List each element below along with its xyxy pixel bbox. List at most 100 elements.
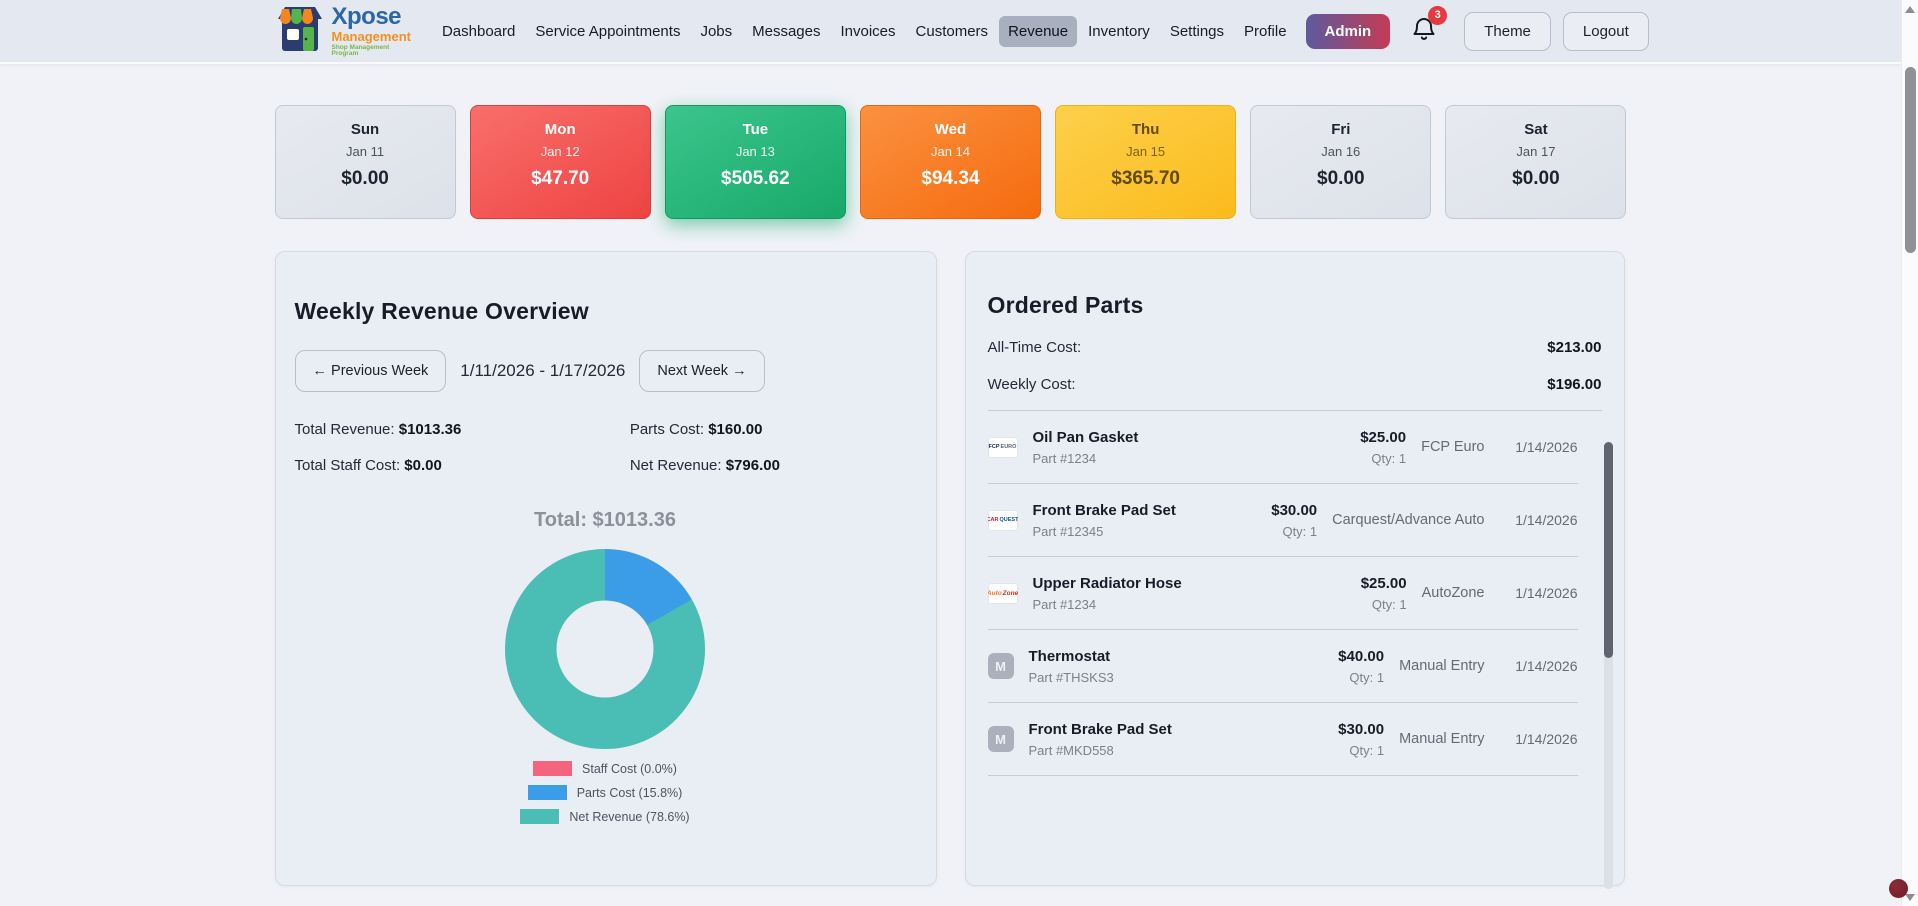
day-name: Fri bbox=[1331, 121, 1351, 138]
part-vendor: AutoZone bbox=[1421, 585, 1485, 601]
part-qty: Qty: 1 bbox=[1282, 523, 1318, 539]
alltime-cost-value: $213.00 bbox=[1547, 339, 1602, 356]
parts-scrollbar-track[interactable] bbox=[1603, 442, 1613, 889]
brand-tagline: Shop Management Program bbox=[331, 43, 390, 57]
part-vendor: FCP Euro bbox=[1421, 439, 1485, 455]
notification-badge: 3 bbox=[1428, 5, 1448, 25]
revenue-stat: Parts Cost: $160.00 bbox=[630, 421, 916, 438]
storefront-logo-icon bbox=[275, 5, 325, 57]
part-price: $25.00 bbox=[1360, 574, 1407, 592]
nav-link[interactable]: Service Appointments bbox=[535, 22, 681, 40]
stat-label: Total Staff Cost: bbox=[294, 457, 405, 474]
notifications-button[interactable]: 3 bbox=[1412, 5, 1448, 47]
weekly-revenue-title: Weekly Revenue Overview bbox=[294, 298, 589, 324]
part-number: Part #MKD558 bbox=[1028, 742, 1114, 758]
day-card[interactable]: Mon Jan 12 $47.70 bbox=[469, 105, 651, 219]
part-price: $25.00 bbox=[1360, 428, 1407, 446]
day-amount: $0.00 bbox=[1317, 168, 1365, 189]
part-name: Thermostat bbox=[1028, 647, 1111, 665]
previous-week-button[interactable]: ← Previous Week bbox=[294, 350, 447, 392]
part-row[interactable]: CAR QUEST Front Brake Pad Set Part #12345… bbox=[987, 484, 1578, 557]
nav-link[interactable]: Inventory bbox=[1088, 22, 1150, 40]
part-name: Front Brake Pad Set bbox=[1032, 501, 1176, 519]
vendor-logo-text: Auto bbox=[987, 589, 1002, 597]
part-name: Front Brake Pad Set bbox=[1028, 720, 1172, 738]
part-price: $30.00 bbox=[1271, 501, 1318, 519]
stat-label: Net Revenue: bbox=[629, 457, 726, 474]
page-scrollbar[interactable] bbox=[1901, 0, 1918, 906]
day-date: Jan 15 bbox=[1126, 144, 1166, 159]
part-price: $40.00 bbox=[1338, 647, 1385, 665]
legend-swatch-icon bbox=[533, 761, 573, 776]
legend-label: Parts Cost (15.8%) bbox=[576, 785, 683, 800]
week-day-row: Sun Jan 11 $0.00 Mon Jan 12 $47.70 Tue J… bbox=[274, 105, 1627, 219]
part-price-block: $25.00 Qty: 1 bbox=[1361, 575, 1407, 612]
day-date: Jan 14 bbox=[930, 144, 971, 159]
part-qty: Qty: 1 bbox=[1371, 450, 1407, 466]
nav-links: Dashboard Service Appointments Jobs Mess… bbox=[433, 15, 1296, 47]
day-date: Jan 17 bbox=[1516, 144, 1556, 159]
alltime-cost-label: All-Time Cost: bbox=[987, 339, 1082, 356]
part-vendor: Carquest/Advance Auto bbox=[1332, 512, 1485, 528]
brand[interactable]: Xpose Management Shop Management Program bbox=[275, 4, 411, 58]
stat-value: $160.00 bbox=[708, 421, 763, 438]
logout-button[interactable]: Logout bbox=[1562, 11, 1649, 51]
weekly-revenue-panel: Weekly Revenue Overview ← Previous Week … bbox=[274, 251, 937, 886]
part-info: Oil Pan Gasket Part #1234 bbox=[1033, 429, 1361, 466]
scroll-down-arrow-icon[interactable] bbox=[1905, 894, 1915, 901]
nav-link[interactable]: Profile bbox=[1244, 22, 1287, 40]
vendor-logo-icon: M bbox=[987, 726, 1014, 752]
next-week-button[interactable]: Next Week → bbox=[639, 350, 765, 392]
day-card[interactable]: Sun Jan 11 $0.00 bbox=[274, 105, 456, 219]
nav-link[interactable]: Jobs bbox=[700, 22, 733, 40]
day-amount: $505.62 bbox=[721, 168, 790, 189]
part-vendor: Manual Entry bbox=[1399, 731, 1485, 747]
nav-link[interactable]: Invoices bbox=[840, 22, 896, 40]
vendor-logo-icon: CAR QUEST bbox=[987, 509, 1018, 531]
part-name: Oil Pan Gasket bbox=[1032, 428, 1139, 446]
scroll-up-arrow-icon[interactable] bbox=[1905, 6, 1915, 13]
day-card[interactable]: Wed Jan 14 $94.34 bbox=[859, 105, 1042, 219]
part-info: Upper Radiator Hose Part #1234 bbox=[1033, 575, 1361, 612]
admin-button[interactable]: Admin bbox=[1305, 13, 1391, 49]
part-price-block: $25.00 Qty: 1 bbox=[1360, 429, 1406, 466]
donut-hole bbox=[556, 600, 654, 698]
nav-link[interactable]: Dashboard bbox=[441, 22, 516, 40]
ordered-parts-panel: Ordered Parts All-Time Cost: $213.00 Wee… bbox=[964, 251, 1625, 889]
theme-button[interactable]: Theme bbox=[1464, 11, 1551, 51]
parts-scrollbar-thumb[interactable] bbox=[1603, 442, 1613, 658]
vendor-logo-text: EURO bbox=[1000, 444, 1017, 450]
nav-link[interactable]: Customers bbox=[915, 22, 989, 40]
stat-value: $0.00 bbox=[404, 457, 442, 474]
part-row[interactable]: FCP EURO Oil Pan Gasket Part #1234 $25.00… bbox=[987, 411, 1578, 484]
part-info: Front Brake Pad Set Part #12345 bbox=[1033, 502, 1272, 539]
day-amount: $0.00 bbox=[341, 168, 389, 189]
part-row[interactable]: M Front Brake Pad Set Part #MKD558 $30.0… bbox=[987, 703, 1578, 776]
week-controls: ← Previous Week 1/11/2026 - 1/17/2026 Ne… bbox=[294, 350, 916, 392]
part-date: 1/14/2026 bbox=[1515, 585, 1578, 601]
legend-item: Staff Cost (0.0%) bbox=[533, 761, 677, 776]
part-row[interactable]: Auto Zone Upper Radiator Hose Part #1234 … bbox=[987, 557, 1578, 630]
part-date: 1/14/2026 bbox=[1515, 731, 1578, 747]
part-price-block: $30.00 Qty: 1 bbox=[1271, 502, 1317, 539]
part-number: Part #12345 bbox=[1032, 523, 1104, 539]
legend-label: Staff Cost (0.0%) bbox=[582, 761, 677, 776]
day-card[interactable]: Sat Jan 17 $0.00 bbox=[1445, 105, 1627, 219]
legend-swatch-icon bbox=[527, 785, 567, 800]
page-scrollbar-thumb[interactable] bbox=[1905, 67, 1916, 253]
stat-value: $796.00 bbox=[725, 457, 780, 474]
part-vendor: Manual Entry bbox=[1399, 658, 1485, 674]
day-card[interactable]: Fri Jan 16 $0.00 bbox=[1250, 105, 1432, 219]
day-amount: $94.34 bbox=[921, 168, 980, 189]
vendor-logo-text: CAR bbox=[987, 517, 999, 523]
day-card[interactable]: Tue Jan 13 $505.62 bbox=[664, 105, 846, 219]
part-row[interactable]: M Thermostat Part #THSKS3 $40.00 Qty: 1 … bbox=[987, 630, 1578, 703]
nav-link[interactable]: Messages bbox=[752, 22, 821, 40]
day-card[interactable]: Thu Jan 15 $365.70 bbox=[1055, 105, 1237, 219]
part-name: Upper Radiator Hose bbox=[1032, 574, 1182, 592]
weekly-cost-value: $196.00 bbox=[1547, 376, 1602, 393]
brand-text: Xpose Management Shop Management Program bbox=[331, 4, 411, 58]
nav-link[interactable]: Revenue bbox=[999, 15, 1078, 47]
vendor-logo-text: FCP bbox=[988, 444, 1000, 450]
nav-link[interactable]: Settings bbox=[1169, 22, 1225, 40]
